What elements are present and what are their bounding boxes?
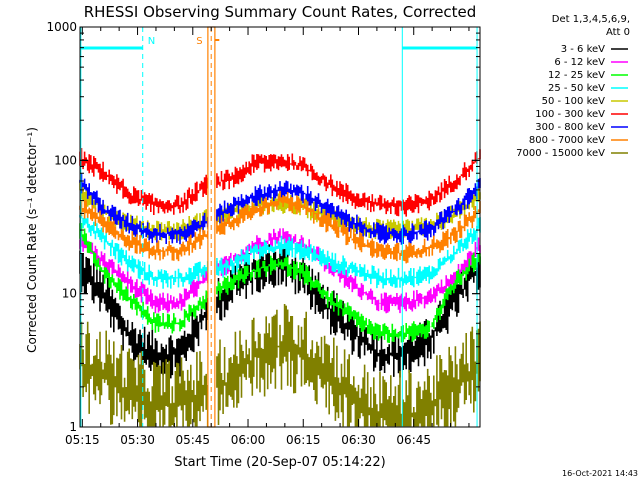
marker-label: S	[196, 36, 202, 47]
legend-header-line: Det 1,3,4,5,6,9,	[552, 14, 630, 25]
legend-header-line: Att 0	[606, 27, 630, 38]
legend-label: 50 - 100 keV	[542, 96, 606, 107]
y-axis-label-group: Corrected Count Rate (s⁻¹ detector⁻¹)	[25, 127, 39, 353]
plot-frame	[79, 26, 481, 428]
x-tick-label: 05:45	[175, 433, 210, 447]
marker-label: N	[148, 36, 155, 47]
legend: 3 - 6 keV 6 - 12 keV 12 - 25 keV 25 - 50 ke…	[516, 44, 628, 159]
legend-label: 6 - 12 keV	[554, 57, 605, 68]
x-tick-label: 06:15	[286, 433, 321, 447]
x-ticks: 05:15 05:30 05:45 06:00 06:15 06:30 06:45	[65, 27, 470, 447]
chart-title: RHESSI Observing Summary Count Rates, Co…	[84, 3, 477, 21]
legend-label: 12 - 25 keV	[548, 70, 605, 81]
x-axis-label: Start Time (20-Sep-07 05:14:22)	[174, 455, 385, 470]
x-tick-label: 06:30	[341, 433, 376, 447]
legend-header: Det 1,3,4,5,6,9, Att 0	[552, 14, 630, 38]
y-tick-label: 10	[62, 287, 77, 301]
legend-label: 3 - 6 keV	[561, 44, 605, 55]
legend-label: 300 - 800 keV	[535, 122, 605, 133]
x-tick-label: 06:00	[231, 433, 266, 447]
x-tick-label: 05:15	[65, 433, 100, 447]
legend-label: 25 - 50 keV	[548, 83, 605, 94]
series-line	[79, 304, 481, 427]
legend-label: 800 - 7000 keV	[529, 135, 605, 146]
timestamp: 16-Oct-2021 14:43	[562, 469, 638, 478]
y-tick-label: 1	[69, 420, 77, 434]
y-axis-label: Corrected Count Rate (s⁻¹ detector⁻¹)	[25, 127, 39, 353]
legend-label: 100 - 300 keV	[535, 109, 605, 120]
y-tick-label: 1000	[46, 20, 77, 34]
x-tick-label: 06:45	[396, 433, 431, 447]
y-tick-label: 100	[54, 153, 77, 167]
y-ticks: 1 10 100 1000	[46, 20, 480, 434]
legend-label: 7000 - 15000 keV	[516, 148, 605, 159]
x-tick-label: 05:30	[120, 433, 155, 447]
